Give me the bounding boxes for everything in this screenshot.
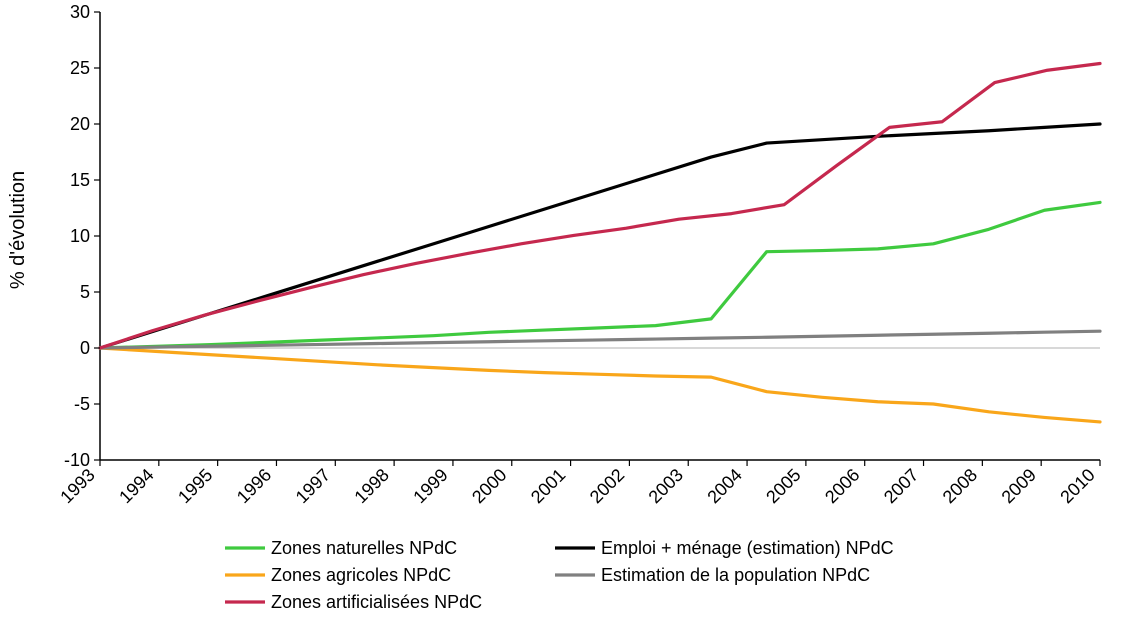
y-tick-label: 20 (70, 114, 90, 134)
y-tick-label: -5 (74, 394, 90, 414)
series-zones_agricoles (100, 348, 1100, 422)
series-emploi_menage (100, 124, 1100, 348)
series-population (100, 331, 1100, 348)
y-axis-label: % d'évolution (7, 171, 29, 289)
line-chart: % d'évolution 19931994199519961997199819… (0, 0, 1127, 627)
x-tick-label: 1995 (174, 465, 216, 507)
legend-label-population: Estimation de la population NPdC (601, 565, 870, 585)
x-tick-label: 2008 (939, 465, 981, 507)
y-tick-label: 10 (70, 226, 90, 246)
y-tick-label: 25 (70, 58, 90, 78)
axes (100, 12, 1100, 460)
x-tick-label: 2005 (762, 465, 804, 507)
legend-label-zones_naturelles: Zones naturelles NPdC (271, 538, 457, 558)
x-tick-label: 2001 (527, 465, 569, 507)
x-tick-labels: 1993 1994 1995 1996 1997 1998 1999 2000 2001 2002… (56, 460, 1100, 507)
x-tick-label: 2007 (880, 465, 922, 507)
x-tick-label: 2010 (1056, 465, 1098, 507)
y-tick-label: 5 (80, 282, 90, 302)
y-tick-labels: -10 -5 0 5 10 15 20 25 30 (64, 2, 100, 470)
y-tick-label: 15 (70, 170, 90, 190)
chart-container: % d'évolution 19931994199519961997199819… (0, 0, 1127, 627)
x-tick-label: 2002 (586, 465, 628, 507)
x-tick-label: 1993 (56, 465, 98, 507)
x-tick-label: 1997 (292, 465, 334, 507)
x-tick-label: 2006 (821, 465, 863, 507)
legend: Zones naturelles NPdC Emploi + ménage (es… (225, 538, 894, 612)
x-tick-label: 2000 (468, 465, 510, 507)
legend-label-emploi_menage: Emploi + ménage (estimation) NPdC (601, 538, 894, 558)
x-tick-label: 1996 (233, 465, 275, 507)
legend-label-zones_artificialisees: Zones artificialisées NPdC (271, 592, 482, 612)
x-tick-label: 1999 (409, 465, 451, 507)
x-tick-label: 2009 (998, 465, 1040, 507)
x-tick-label: 2003 (645, 465, 687, 507)
series-zones_artificialisees (100, 64, 1100, 348)
series (100, 64, 1100, 422)
y-tick-label: -10 (64, 450, 90, 470)
legend-label-zones_agricoles: Zones agricoles NPdC (271, 565, 451, 585)
series-zones_naturelles (100, 202, 1100, 348)
y-tick-label: 0 (80, 338, 90, 358)
x-tick-label: 1994 (115, 465, 157, 507)
y-tick-label: 30 (70, 2, 90, 22)
x-tick-label: 1998 (350, 465, 392, 507)
x-tick-label: 2004 (703, 465, 745, 507)
